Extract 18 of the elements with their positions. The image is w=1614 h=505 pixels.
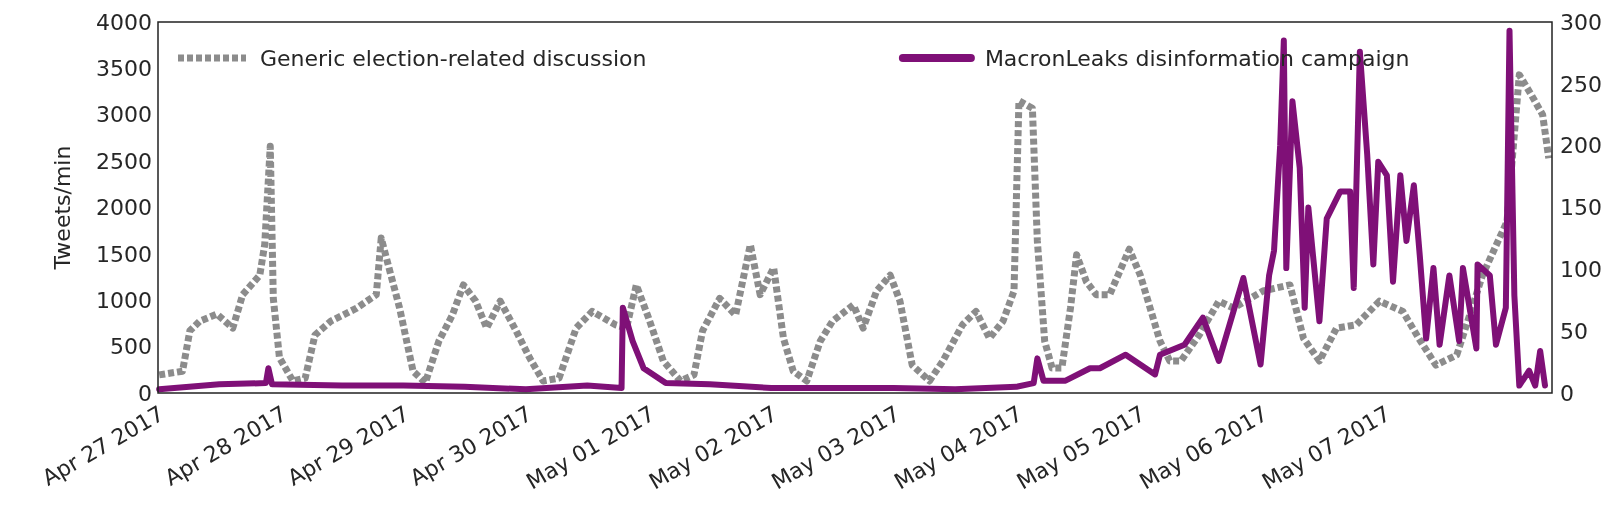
legend-label: Generic election-related discussion: [260, 45, 647, 71]
y-tick-label: 1000: [96, 287, 152, 313]
y2-tick-label: 200: [1560, 133, 1602, 159]
y-tick-label: 3500: [96, 56, 152, 82]
y-tick-label: 1500: [96, 241, 152, 267]
y-axis-title: Tweets/min: [50, 145, 75, 271]
y-tick-label: 3000: [96, 102, 152, 128]
y2-tick-label: 100: [1560, 257, 1602, 283]
y2-tick-label: 50: [1560, 318, 1588, 344]
y-tick-label: 4000: [96, 9, 152, 35]
y-tick-label: 0: [138, 380, 152, 406]
y-tick-label: 500: [110, 334, 152, 360]
y2-tick-label: 250: [1560, 71, 1602, 97]
y2-tick-label: 150: [1560, 195, 1602, 221]
y2-tick-label: 300: [1560, 9, 1602, 35]
y2-tick-label: 0: [1560, 380, 1574, 406]
y-tick-label: 2500: [96, 148, 152, 174]
y-tick-label: 2000: [96, 195, 152, 221]
